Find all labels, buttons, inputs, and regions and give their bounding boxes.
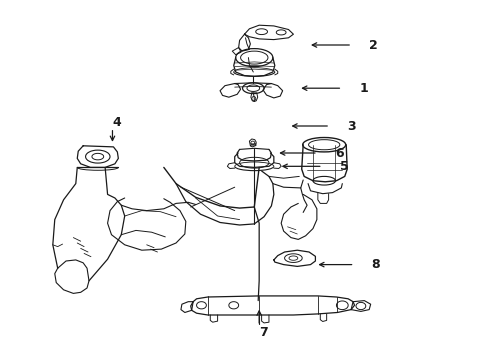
Text: 2: 2 [368,39,377,51]
Text: 6: 6 [334,147,343,159]
Text: 1: 1 [359,82,367,95]
Text: 5: 5 [339,160,348,173]
Text: 8: 8 [371,258,380,271]
Text: 7: 7 [259,327,267,339]
Text: 4: 4 [112,116,121,129]
Text: 3: 3 [346,120,355,132]
